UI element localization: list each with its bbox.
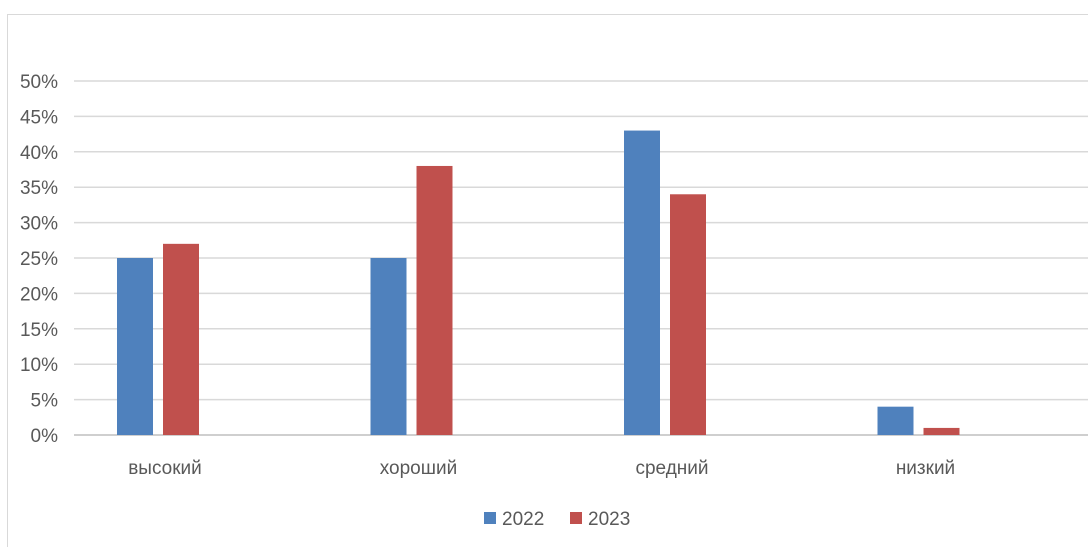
y-tick-label: 5%: [31, 391, 59, 412]
bar-2023-1: [416, 165, 453, 435]
bar-2022-3: [877, 406, 914, 435]
legend-label-2022: 2022: [502, 509, 544, 530]
legend-swatch-2022: [484, 512, 496, 524]
x-category-label: низкий: [896, 458, 955, 479]
bar-2022-0: [117, 258, 153, 435]
y-tick-label: 25%: [20, 249, 58, 270]
x-category-label: средний: [635, 458, 708, 479]
y-tick-label: 50%: [20, 72, 58, 93]
y-tick-label: 35%: [20, 178, 58, 199]
y-tick-label: 15%: [20, 320, 58, 341]
x-category-label: высокий: [128, 458, 202, 479]
legend-label-2023: 2023: [588, 509, 630, 530]
y-tick-label: 0%: [31, 426, 59, 447]
y-tick-label: 10%: [20, 355, 58, 376]
bar-2022-1: [370, 258, 407, 435]
y-tick-label: 20%: [20, 284, 58, 305]
legend-swatch-2023: [570, 512, 582, 524]
bar-2023-3: [923, 427, 960, 435]
bar-2023-2: [670, 194, 706, 435]
y-tick-label: 40%: [20, 143, 58, 164]
y-tick-label: 45%: [20, 107, 58, 128]
bar-2022-2: [624, 130, 660, 435]
chart-frame: [7, 14, 1088, 547]
bar-2023-0: [163, 243, 199, 435]
y-tick-label: 30%: [20, 214, 58, 235]
x-category-label: хороший: [380, 458, 457, 479]
